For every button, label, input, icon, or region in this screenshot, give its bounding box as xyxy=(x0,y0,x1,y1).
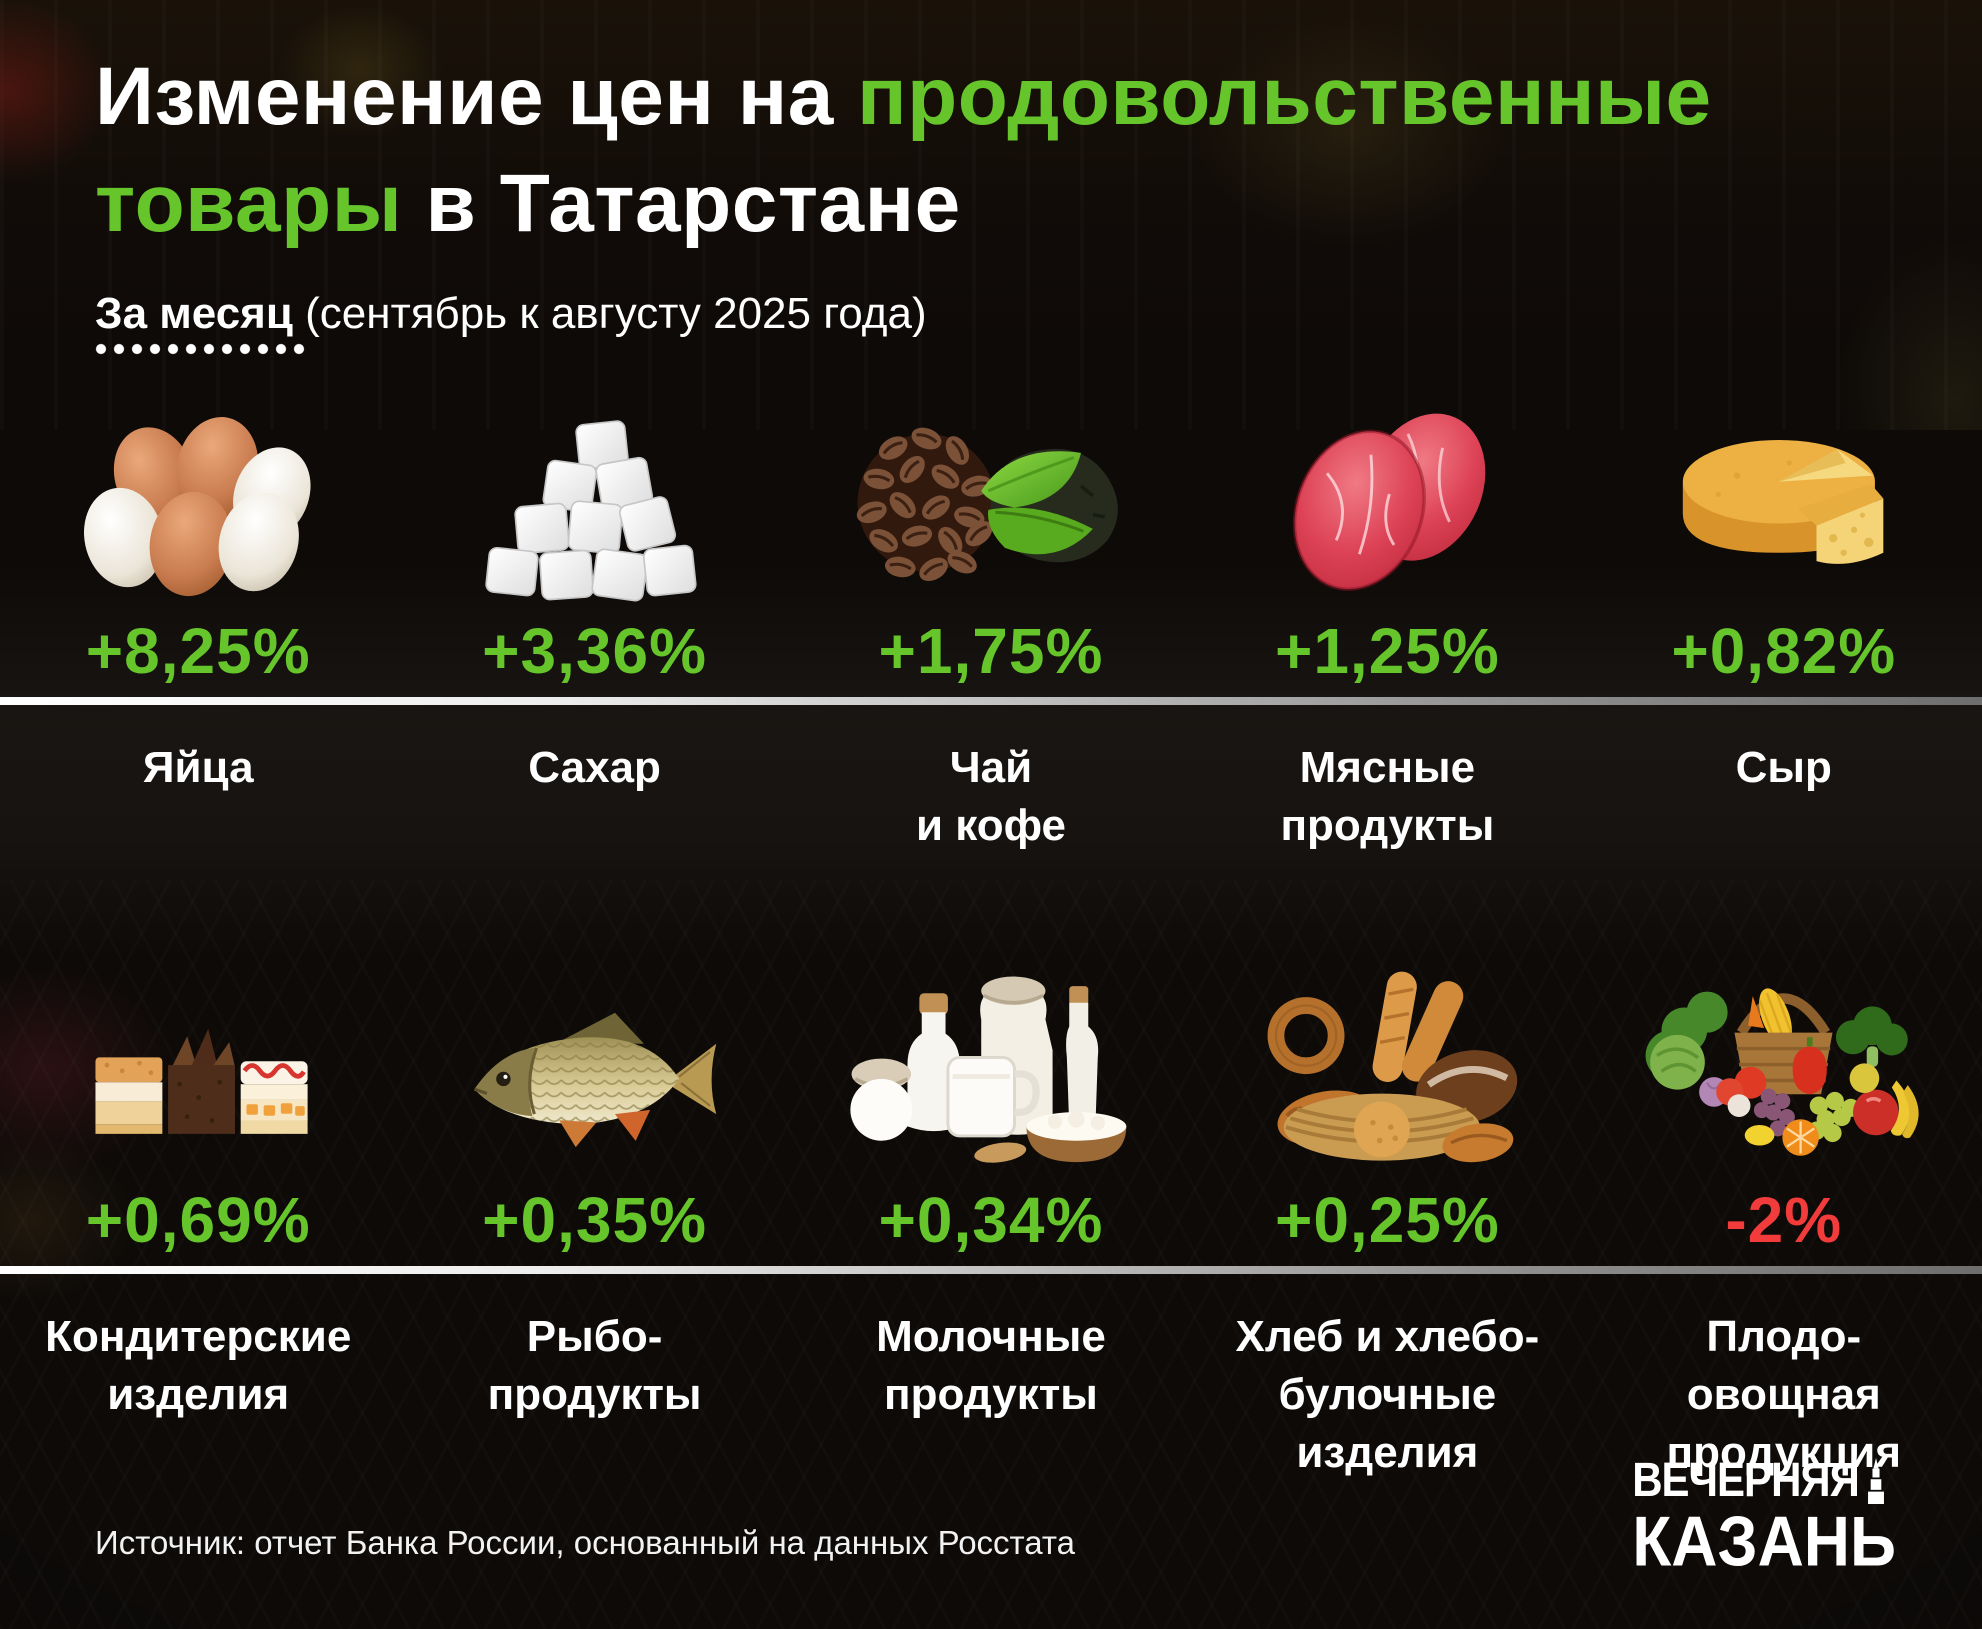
percent-value: +0,82% xyxy=(1671,615,1897,687)
eggs-art xyxy=(78,385,318,605)
logo-line1: ВЕЧЕРНЯЯ xyxy=(1632,1452,1860,1507)
product-cell-meat: +1,25% xyxy=(1189,385,1585,685)
tower-icon xyxy=(1867,1458,1884,1504)
dairy-image xyxy=(850,976,1127,1163)
product-label: Мясные продукты xyxy=(1280,743,1495,851)
product-cell-produce: -2% xyxy=(1586,942,1982,1254)
produce-art xyxy=(1641,942,1926,1174)
title-white-1: Изменение цен на xyxy=(95,51,834,142)
percent-value: +1,25% xyxy=(1274,615,1500,687)
product-label: Сыр xyxy=(1735,743,1832,792)
percent-value: +0,34% xyxy=(878,1184,1104,1256)
row-1-divider xyxy=(0,697,1982,705)
sugar-art xyxy=(472,385,716,605)
percent-value: +0,69% xyxy=(85,1184,311,1256)
tea-coffee-image xyxy=(857,427,1119,582)
percent-value: +0,25% xyxy=(1274,1184,1500,1256)
product-label: Чай и кофе xyxy=(915,743,1066,851)
cheese-art xyxy=(1664,385,1904,605)
dairy-art xyxy=(848,942,1133,1174)
percent-value: -2% xyxy=(1725,1184,1843,1256)
products-row-2: +0,69% xyxy=(0,942,1982,1482)
product-cell-dairy: +0,34% xyxy=(793,942,1189,1254)
header: Изменение цен на продовольственные товар… xyxy=(95,44,1922,356)
confectionery-image xyxy=(94,1028,308,1134)
produce-image xyxy=(1645,988,1919,1156)
meat-image xyxy=(1293,413,1486,591)
row-1-labels: Яйца Сахар Чай и кофе Мясные продукты Сы… xyxy=(0,705,1982,855)
bread-image xyxy=(1267,971,1518,1163)
percent-value: +8,25% xyxy=(85,615,311,687)
row-2-cells: +0,69% xyxy=(0,942,1982,1254)
tea-coffee-art xyxy=(848,385,1133,605)
product-cell-eggs: +8,25% xyxy=(0,385,396,685)
subtitle-detail: (сентябрь к августу 2025 года) xyxy=(305,289,927,339)
confectionery-art xyxy=(84,942,313,1174)
row-1-cells: +8,25% xyxy=(0,385,1982,685)
meat-art xyxy=(1260,385,1514,605)
sugar-image xyxy=(485,420,697,602)
eggs-image xyxy=(84,417,311,597)
percent-value: +1,75% xyxy=(878,615,1104,687)
product-cell-tea-coffee: +1,75% xyxy=(793,385,1189,685)
bread-art xyxy=(1248,942,1527,1174)
product-label: Яйца xyxy=(142,743,254,792)
percent-value: +0,35% xyxy=(482,1184,707,1256)
fish-image xyxy=(474,1012,717,1148)
product-cell-confectionery: +0,69% xyxy=(0,942,396,1254)
product-cell-bread: +0,25% xyxy=(1189,942,1585,1254)
subtitle: За месяц (сентябрь к августу 2025 года) xyxy=(95,289,1922,356)
product-label: Сахар xyxy=(528,743,661,792)
row-2-divider xyxy=(0,1266,1982,1274)
cheese-image xyxy=(1682,439,1883,564)
product-cell-cheese: +0,82% xyxy=(1586,385,1982,685)
product-cell-sugar: +3,36% xyxy=(396,385,792,685)
product-cell-fish: +0,35% xyxy=(396,942,792,1254)
fish-art xyxy=(460,942,729,1174)
product-label: Рыбо- продукты xyxy=(487,1312,702,1420)
product-label: Кондитерские изделия xyxy=(45,1312,352,1420)
products-row-1: +8,25% xyxy=(0,385,1982,855)
title-white-2: в Татарстане xyxy=(425,157,961,249)
logo-top-row: ВЕЧЕРНЯЯ xyxy=(1632,1452,1896,1507)
page-title: Изменение цен на продовольственные товар… xyxy=(95,44,1922,257)
source-note: Источник: отчет Банка России, основанный… xyxy=(95,1524,1076,1561)
row-2-labels: Кондитерские изделия Рыбо- продукты Моло… xyxy=(0,1274,1982,1482)
logo-line2: КАЗАНЬ xyxy=(1632,1501,1896,1581)
percent-value: +3,36% xyxy=(482,615,707,687)
subtitle-period: За месяц xyxy=(95,289,307,356)
title-green-2: товары xyxy=(95,157,403,249)
product-label: Молочные продукты xyxy=(876,1312,1106,1420)
product-label: Плодо- овощная продукция xyxy=(1666,1312,1901,1478)
title-green-1: продовольственные xyxy=(857,51,1712,142)
publisher-logo: ВЕЧЕРНЯЯ КАЗАНЬ xyxy=(1632,1452,1896,1576)
product-label: Хлеб и хлебо- булочные изделия xyxy=(1235,1312,1540,1478)
